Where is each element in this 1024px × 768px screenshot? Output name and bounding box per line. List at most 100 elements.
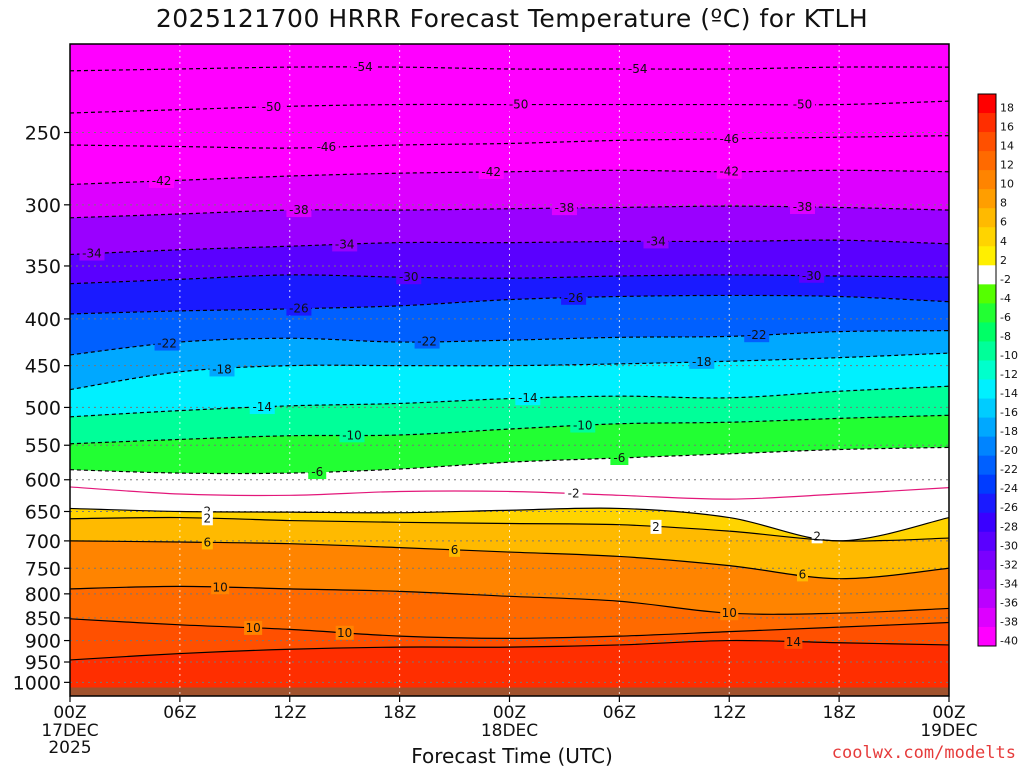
colorbar: 18 16 14 12 10 8 6 4 2 -2 -4 -6 -8 -10 -12 -14 -16 -18 -20… (977, 93, 1018, 647)
contour-label: 2 (204, 511, 212, 525)
colorbar-label: -10 (1000, 349, 1018, 362)
colorbar-label: 16 (1000, 121, 1014, 134)
colorbar-swatch (978, 379, 996, 400)
contour-label-bg (286, 301, 312, 316)
contour-label-bg (689, 354, 715, 369)
contour-label-bg (244, 620, 263, 635)
contour-label-bg (744, 328, 770, 343)
colorbar-label: -32 (1000, 558, 1018, 571)
colorbar-label: -16 (1000, 406, 1018, 419)
y-tick-label: 1000 (13, 672, 61, 694)
contour-label-bg (209, 362, 235, 377)
temperature-band (70, 540, 949, 615)
contour-label-bg (625, 61, 651, 76)
contour-label: -46 (719, 132, 739, 146)
contour-label: -2 (568, 487, 580, 501)
contour-label: -54 (628, 62, 648, 76)
contour-line (70, 239, 949, 256)
contour-label-bg (570, 418, 596, 433)
colorbar-swatch (978, 113, 996, 133)
colorbar-swatch (978, 550, 996, 571)
contour-line (70, 486, 949, 500)
colorbar-label: -18 (1000, 425, 1018, 438)
contour-label: -42 (152, 174, 172, 188)
colorbar-label: 12 (1000, 159, 1014, 172)
contour-label: -22 (417, 335, 437, 349)
contour-label-bg (478, 164, 504, 179)
contour-label-bg (79, 246, 105, 261)
temperature-band (70, 66, 949, 113)
colorbar-label: 18 (1000, 102, 1014, 115)
colorbar-swatch (978, 512, 996, 533)
x-tick-label: 00Z (932, 703, 965, 723)
contour-label-bg (414, 334, 440, 349)
contour-line (70, 639, 949, 661)
colorbar-swatch (978, 493, 996, 514)
contour-label: -26 (289, 302, 309, 316)
contour-label: -50 (509, 98, 529, 112)
contour-label: -22 (157, 337, 177, 351)
y-tick-label: 850 (25, 608, 61, 630)
colorbar-label: -4 (1000, 292, 1011, 305)
contour-label-bg (716, 164, 742, 179)
y-tick-label: 900 (25, 631, 61, 653)
contour-label-bg (561, 290, 587, 305)
y-tick-label: 600 (25, 470, 61, 492)
colorbar-swatch (978, 436, 996, 457)
colorbar-swatch (978, 360, 996, 381)
x-tick-label: 06Z (603, 703, 636, 723)
contour-label-bg (308, 465, 327, 480)
x-tick-date-label: 18DEC (481, 721, 538, 741)
contour-label: -30 (399, 270, 419, 284)
y-axis: 2503003504004505005506006507007508008509… (13, 123, 70, 694)
colorbar-label: 2 (1000, 254, 1007, 267)
y-tick-label: 400 (25, 309, 61, 331)
contour-label: 6 (204, 535, 212, 549)
colorbar-swatch (978, 588, 996, 609)
x-tick-label: 06Z (163, 703, 196, 723)
contour-label: -14 (518, 391, 538, 405)
contour-label: 6 (799, 567, 807, 581)
contour-line (70, 169, 949, 186)
contour-label-bg (799, 268, 825, 283)
y-tick-label: 800 (25, 584, 61, 606)
contour-label: -38 (555, 201, 575, 215)
colorbar-label: -12 (1000, 368, 1018, 381)
colorbar-label: -40 (1000, 634, 1018, 647)
contour-label: -34 (335, 237, 355, 251)
contour-label-bg (643, 234, 669, 249)
colorbar-label: 4 (1000, 235, 1007, 248)
contour-label: -26 (564, 291, 584, 305)
colorbar-swatch (978, 151, 996, 171)
contour-line (70, 516, 949, 542)
contour-label-bg (564, 486, 583, 501)
contour-label-bg (396, 270, 422, 285)
x-tick-label: 00Z (53, 703, 86, 723)
colorbar-swatch (978, 455, 996, 476)
contour-label: 10 (245, 621, 260, 635)
contour-label: -54 (353, 60, 373, 74)
x-tick-label: 18Z (822, 703, 855, 723)
contour-label-bg (313, 140, 339, 155)
colorbar-label: -30 (1000, 539, 1018, 552)
y-tick-label: 350 (25, 256, 61, 278)
colorbar-swatch (978, 417, 996, 438)
y-tick-label: 750 (25, 558, 61, 580)
contour-line (70, 330, 949, 356)
chart-title: 2025121700 HRRR Forecast Temperature (ºC… (155, 4, 869, 33)
x-tick-date-label: 19DEC (920, 721, 977, 741)
colorbar-swatch (978, 132, 996, 152)
y-tick-label: 550 (25, 435, 61, 457)
contour-label-bg (506, 97, 532, 112)
contour-label: -30 (802, 269, 822, 283)
contour-label-bg (350, 60, 376, 75)
contour-label-bg (258, 99, 284, 114)
contour-label: -10 (342, 428, 362, 442)
contour-label: -6 (311, 465, 323, 479)
colorbar-label: -20 (1000, 444, 1018, 457)
credit-link[interactable]: coolwx.com/modelts (831, 743, 1016, 763)
contour-label-bg (449, 542, 461, 557)
colorbar-swatch (978, 341, 996, 361)
